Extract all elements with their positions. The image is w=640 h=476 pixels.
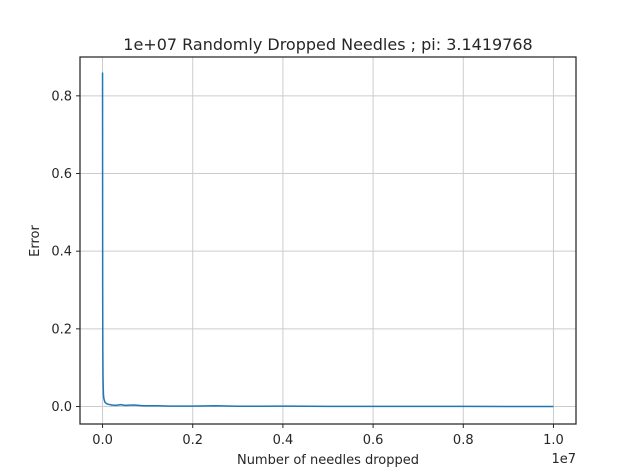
plot-frame xyxy=(79,56,577,425)
x-offset-label: 1e7 xyxy=(551,452,576,467)
x-tick-label: 1.0 xyxy=(543,433,564,448)
x-tick-label: 0.6 xyxy=(363,433,384,448)
y-tick-label: 0.6 xyxy=(51,167,72,182)
y-tick-label: 0.2 xyxy=(51,322,72,337)
chart-title: 1e+07 Randomly Dropped Needles ; pi: 3.1… xyxy=(123,35,532,54)
y-tick-label: 0.0 xyxy=(51,400,72,415)
y-tick-label: 0.4 xyxy=(51,245,72,260)
series-layer xyxy=(101,72,554,408)
x-axis-label: Number of needles dropped xyxy=(237,453,419,468)
series-line xyxy=(101,72,554,408)
tick-layer: 0.0 0.2 0.4 0.6 0.8 1.0 0.0 0.2 0.4 0.6 0.8 xyxy=(51,89,563,448)
x-tick-label: 0.4 xyxy=(273,433,294,448)
y-tick-label: 0.8 xyxy=(51,89,72,104)
x-tick-label: 0.8 xyxy=(453,433,474,448)
y-axis-label: Error xyxy=(28,225,43,257)
x-tick-label: 0.2 xyxy=(182,433,203,448)
grid-layer xyxy=(80,57,576,424)
x-tick-label: 0.0 xyxy=(92,433,113,448)
